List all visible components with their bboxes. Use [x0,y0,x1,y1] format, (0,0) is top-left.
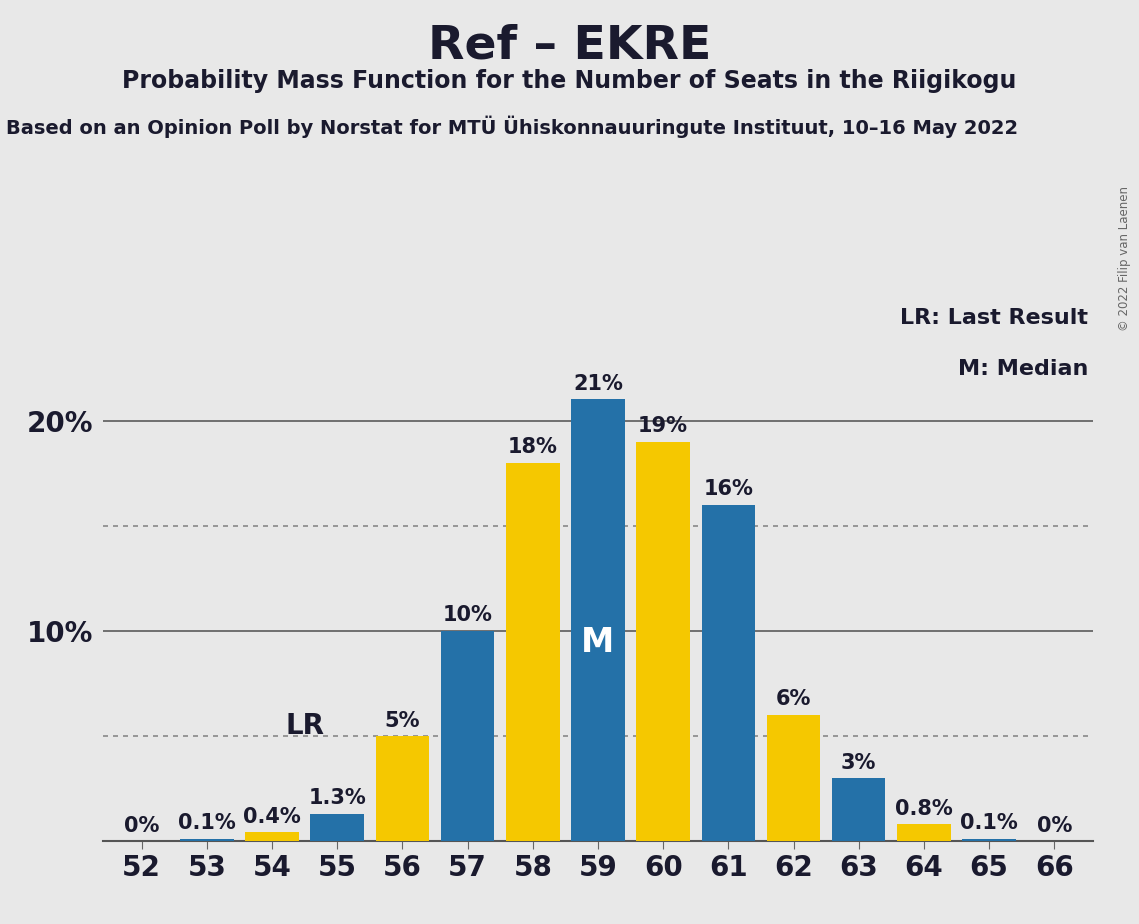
Text: 16%: 16% [704,480,753,499]
Text: M: M [581,626,615,659]
Text: 6%: 6% [776,689,811,710]
Bar [962,839,1016,841]
Bar [506,463,559,841]
Bar [637,442,690,841]
Text: M: Median: M: Median [958,359,1089,379]
Text: © 2022 Filip van Laenen: © 2022 Filip van Laenen [1118,187,1131,331]
Text: 10%: 10% [443,605,492,626]
Text: LR: LR [285,712,325,740]
Text: Probability Mass Function for the Number of Seats in the Riigikogu: Probability Mass Function for the Number… [122,69,1017,93]
Bar [245,833,298,841]
Text: 0.1%: 0.1% [960,813,1018,833]
Text: 0.4%: 0.4% [243,808,301,827]
Text: 0.1%: 0.1% [178,813,236,833]
Text: Based on an Opinion Poll by Norstat for MTÜ Ühiskonnauuringute Instituut, 10–16 : Based on an Opinion Poll by Norstat for … [6,116,1018,138]
Text: 0%: 0% [124,816,159,835]
Text: 3%: 3% [841,752,876,772]
Bar [831,778,885,841]
Bar [311,813,364,841]
Text: 1.3%: 1.3% [309,788,366,808]
Bar [180,839,233,841]
Text: 18%: 18% [508,437,558,457]
Bar [441,631,494,841]
Bar [702,505,755,841]
Text: 5%: 5% [385,711,420,731]
Text: 0.8%: 0.8% [895,798,953,819]
Text: 19%: 19% [638,417,688,436]
Bar [767,715,820,841]
Text: LR: Last Result: LR: Last Result [901,308,1089,328]
Bar [376,736,429,841]
Text: Ref – EKRE: Ref – EKRE [428,23,711,68]
Bar [898,824,951,841]
Text: 0%: 0% [1036,816,1072,835]
Bar [572,399,624,841]
Text: 21%: 21% [573,374,623,395]
